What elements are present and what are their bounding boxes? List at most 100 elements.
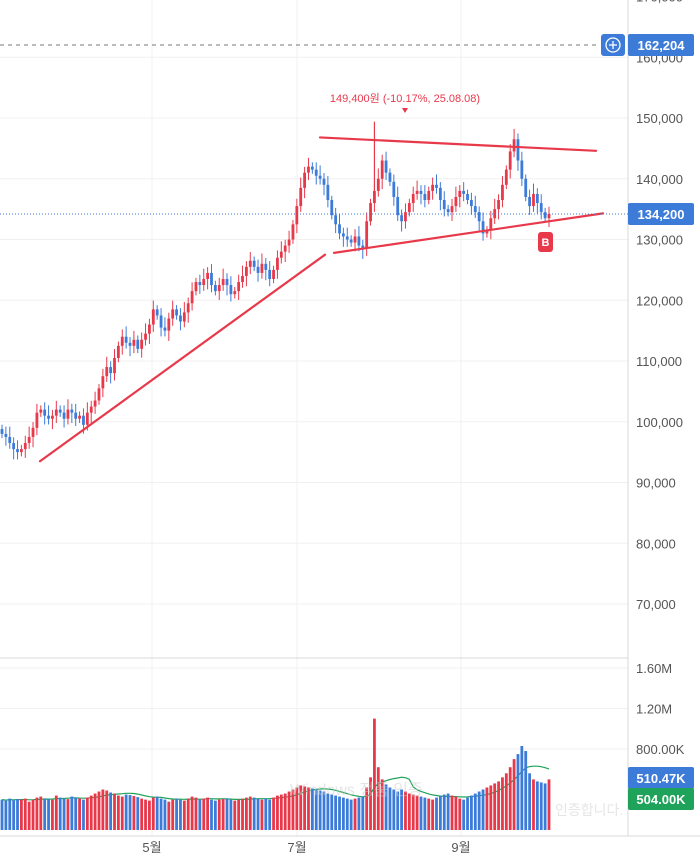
volume-bar	[0, 799, 4, 830]
candle-body	[392, 181, 396, 197]
volume-bar	[303, 786, 306, 830]
volume-bar	[493, 783, 497, 830]
price-axis: 70,000 80,000 90,000 100,000 110,000 120,000 1…	[636, 0, 683, 612]
volume-bar	[241, 798, 244, 830]
volume-bar	[82, 799, 85, 830]
volume-bar	[547, 779, 551, 830]
volume-bar	[194, 797, 198, 830]
volume-bar	[47, 799, 50, 830]
trendline-triangle-support[interactable]	[332, 212, 605, 254]
trendline-uptrend-support[interactable]	[38, 253, 327, 463]
volume-bar	[295, 787, 299, 830]
os-watermark-sub: 인증합니다.	[555, 802, 623, 818]
volume-bar	[19, 799, 23, 830]
candle-body	[528, 196, 532, 207]
candle-body	[516, 139, 520, 161]
volume-bar	[442, 794, 446, 830]
candle-body	[520, 160, 524, 179]
volume-bar	[155, 796, 159, 830]
svg-text:162,204: 162,204	[638, 38, 686, 53]
volume-bar	[190, 796, 194, 830]
candle-body	[454, 196, 458, 207]
volume-bar	[322, 791, 326, 830]
volume-bar	[427, 798, 431, 830]
volume-bar	[27, 801, 31, 830]
candle-body	[287, 239, 291, 246]
buy-signal-badge[interactable]: B	[538, 232, 553, 252]
candle-body	[155, 309, 159, 316]
peak-annotation: 149,400원 (-10.17%, 25.08.08)	[330, 92, 480, 105]
candle-body	[62, 412, 66, 419]
candle-body	[415, 190, 419, 194]
volume-bar	[62, 798, 66, 830]
volume-bar	[310, 788, 314, 830]
candle-body	[136, 339, 140, 349]
candle-body	[256, 266, 260, 273]
candle-body	[0, 429, 4, 434]
volume-bar	[450, 795, 454, 830]
volume-bar	[501, 777, 504, 830]
add-alert-button[interactable]	[601, 34, 625, 56]
candle-body	[470, 200, 473, 207]
volume-tick-label: 1.20M	[636, 702, 672, 717]
volume-bar	[186, 798, 190, 830]
svg-text:B: B	[542, 237, 550, 249]
volume-bar	[411, 794, 415, 830]
price-tick-label: 70,000	[636, 597, 676, 612]
volume-bar	[260, 799, 264, 830]
volume-bar	[388, 787, 392, 830]
peak-marker-icon	[402, 108, 408, 113]
candle-body	[400, 215, 403, 222]
volume-bar	[206, 797, 210, 830]
volume-bar	[58, 797, 62, 830]
volume-bar	[512, 759, 516, 830]
volume-bar	[105, 790, 109, 830]
candle-body	[47, 415, 50, 419]
volume-bar	[330, 794, 334, 830]
price-tick-label: 120,000	[636, 293, 683, 308]
volume-bar	[481, 789, 485, 830]
candle-body	[407, 203, 411, 213]
volume-bar	[423, 797, 427, 830]
price-tick-label: 100,000	[636, 415, 683, 430]
price-tick-label: 140,000	[636, 172, 683, 187]
volume-bar	[245, 797, 248, 830]
candle-body	[326, 184, 330, 201]
volume-bar	[361, 796, 365, 830]
volume-bar	[318, 790, 322, 830]
last-price-tag: 134,200	[628, 203, 694, 225]
volume-bar	[179, 799, 182, 830]
volume-bar	[341, 797, 345, 830]
volume-bar	[431, 799, 435, 830]
volume-bar	[136, 797, 140, 830]
candle-body	[182, 312, 186, 322]
trendline-triangle-resistance[interactable]	[318, 136, 598, 152]
volume-bar	[407, 793, 411, 830]
volume-bar	[35, 797, 39, 830]
candle-body	[120, 336, 124, 346]
volume-bar	[213, 800, 217, 830]
volume-bar	[485, 787, 489, 830]
candle-body	[221, 278, 225, 286]
volume-bar	[334, 795, 338, 830]
price-tick-label: 80,000	[636, 536, 676, 551]
chart-grid	[0, 0, 628, 836]
volume-bar	[524, 751, 528, 830]
volume-bar	[314, 789, 318, 830]
candle-body	[438, 187, 442, 201]
price-tick-label: 170,000	[636, 0, 683, 5]
volume-ma-polyline	[1, 765, 550, 801]
volume-bar	[210, 799, 213, 830]
candle-body	[341, 233, 345, 237]
candle-body	[501, 184, 504, 201]
volume-bar	[229, 799, 233, 830]
volume-bar	[283, 793, 287, 830]
volume-bar	[415, 795, 419, 830]
volume-bar	[520, 745, 524, 830]
volume-bar	[148, 800, 151, 830]
volume-bar	[470, 795, 473, 830]
volume-bar	[454, 796, 458, 830]
volume-bar	[109, 792, 113, 830]
candle-body	[462, 190, 466, 194]
svg-text:134,200: 134,200	[638, 207, 685, 222]
